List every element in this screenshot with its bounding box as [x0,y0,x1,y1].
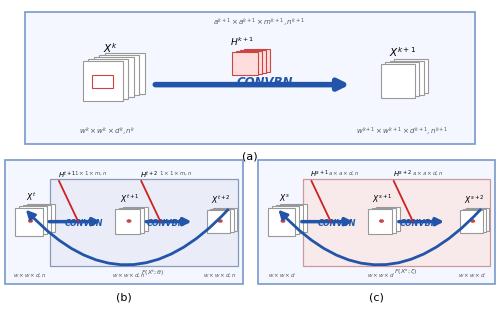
Text: (c): (c) [369,292,384,302]
FancyBboxPatch shape [368,209,392,234]
FancyBboxPatch shape [466,208,489,231]
Text: $X^{t+1}$: $X^{t+1}$ [120,193,140,205]
FancyBboxPatch shape [380,64,414,98]
FancyBboxPatch shape [25,12,475,144]
FancyBboxPatch shape [88,59,128,99]
Text: $w^k\times w^k\times d^k, n^k$: $w^k\times w^k\times d^k, n^k$ [79,126,136,138]
Text: $X^{k+1}$: $X^{k+1}$ [389,45,416,59]
Text: $w\times w\times d$: $w\times w\times d$ [458,271,486,279]
Text: $w^{k+1}\times w^{k+1}\times d^{k+1}, n^{k+1}$: $w^{k+1}\times w^{k+1}\times d^{k+1}, n^… [356,126,449,138]
FancyBboxPatch shape [99,55,139,95]
Text: $X^t$: $X^t$ [26,191,37,203]
FancyBboxPatch shape [463,209,486,232]
Text: CONVBN: CONVBN [400,219,438,228]
Text: $F(X^t; \theta)$: $F(X^t; \theta)$ [142,268,165,278]
FancyBboxPatch shape [207,210,231,233]
FancyBboxPatch shape [94,57,134,97]
FancyBboxPatch shape [232,52,258,75]
Text: $a\times a\times d, n$: $a\times a\times d, n$ [328,170,360,177]
FancyBboxPatch shape [258,160,495,284]
Circle shape [127,220,131,222]
Circle shape [29,220,32,222]
Text: $a\times a\times d, n$: $a\times a\times d, n$ [412,170,444,177]
FancyArrowPatch shape [28,210,228,265]
Text: $H^{s+1}$: $H^{s+1}$ [310,169,330,180]
Text: $w\times w\times d$: $w\times w\times d$ [367,271,395,279]
FancyBboxPatch shape [5,160,242,284]
FancyBboxPatch shape [276,205,303,233]
Circle shape [380,220,384,222]
Text: (a): (a) [242,152,258,162]
FancyBboxPatch shape [16,208,43,236]
FancyBboxPatch shape [115,209,140,234]
Text: $1\times1\times m,n$: $1\times1\times m,n$ [158,170,192,177]
FancyBboxPatch shape [390,61,424,95]
FancyBboxPatch shape [210,209,234,232]
Circle shape [282,220,285,222]
Text: $F(X^s; \zeta)$: $F(X^s; \zeta)$ [394,268,417,277]
FancyBboxPatch shape [385,62,419,96]
Text: CONVBN: CONVBN [147,219,186,228]
FancyBboxPatch shape [214,208,237,231]
FancyBboxPatch shape [460,210,483,233]
FancyBboxPatch shape [244,48,270,72]
Text: $w\times w\times d, n$: $w\times w\times d, n$ [13,272,47,279]
Text: CONVBN: CONVBN [64,219,103,228]
FancyBboxPatch shape [280,204,307,232]
FancyBboxPatch shape [50,179,238,266]
Circle shape [471,220,474,222]
FancyBboxPatch shape [302,179,490,266]
FancyBboxPatch shape [123,207,148,232]
Text: $X^k$: $X^k$ [102,41,118,55]
Text: $1\times1\times m,n$: $1\times1\times m,n$ [74,170,108,177]
Text: $H^{k+1}$: $H^{k+1}$ [230,35,254,48]
Circle shape [218,220,222,222]
FancyBboxPatch shape [20,206,47,234]
Text: $w\times w\times d$: $w\times w\times d$ [268,271,296,279]
Text: $a^{k+1}\times a^{k+1}\times m^{k+1}, n^{k+1}$: $a^{k+1}\times a^{k+1}\times m^{k+1}, n^… [213,17,305,29]
Text: (b): (b) [116,292,132,302]
FancyBboxPatch shape [372,208,396,233]
Text: $X^{s+1}$: $X^{s+1}$ [372,193,392,205]
Text: $X^s$: $X^s$ [278,192,289,203]
FancyBboxPatch shape [272,206,299,234]
Text: CONVBN: CONVBN [318,219,356,228]
Text: $w\times w\times d, n$: $w\times w\times d, n$ [112,272,146,279]
FancyBboxPatch shape [394,59,428,93]
FancyBboxPatch shape [28,204,55,232]
FancyBboxPatch shape [268,208,295,236]
Text: $w\times w\times d, n$: $w\times w\times d, n$ [203,272,236,279]
FancyBboxPatch shape [23,205,51,233]
FancyBboxPatch shape [82,61,122,101]
Text: $H^{t+2}$: $H^{t+2}$ [140,169,158,180]
FancyBboxPatch shape [376,207,400,232]
Text: $H^{t+1}$: $H^{t+1}$ [58,169,76,180]
FancyBboxPatch shape [119,208,144,233]
Text: $H^{s+2}$: $H^{s+2}$ [393,169,411,180]
Text: $X^{t+2}$: $X^{t+2}$ [212,194,231,206]
Text: $X^{s+2}$: $X^{s+2}$ [464,194,484,206]
FancyArrowPatch shape [280,210,480,265]
FancyBboxPatch shape [104,53,144,94]
FancyBboxPatch shape [236,51,262,74]
FancyBboxPatch shape [240,50,266,73]
Text: CONVBN: CONVBN [237,76,293,89]
